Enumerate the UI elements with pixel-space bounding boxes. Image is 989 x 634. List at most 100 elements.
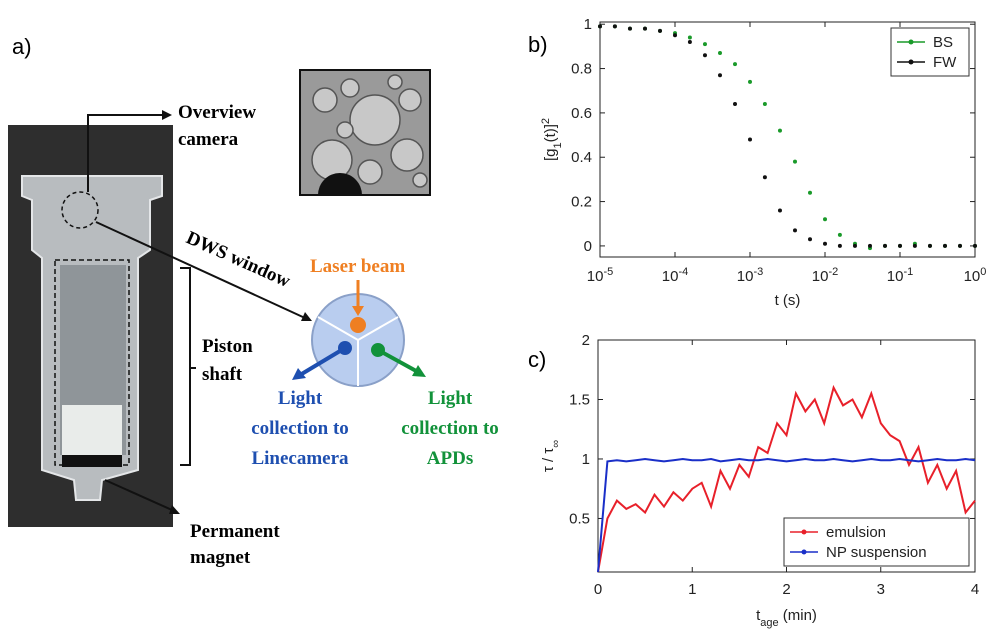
point <box>778 129 782 133</box>
point <box>718 51 722 55</box>
x-tick-label: 10-3 <box>737 266 763 285</box>
magnet <box>62 455 122 467</box>
x-tick-label: 10-1 <box>887 266 913 285</box>
point <box>793 228 797 232</box>
x-tick-label: 100 <box>964 266 987 285</box>
point <box>763 175 767 179</box>
legend-label: emulsion <box>826 524 886 541</box>
point <box>733 62 737 66</box>
x-tick-exponent: -5 <box>603 266 613 278</box>
linecamera-label: collection to <box>251 418 349 439</box>
chart: c) 0 1 2 3 4 0.5 1 1.5 2 tage (min) τ / τ∞ emulsion N… <box>528 332 979 629</box>
magnet-label: Permanent <box>190 521 280 542</box>
y-tick-label: 0.5 <box>569 510 590 527</box>
point <box>838 233 842 237</box>
figure: a) Overview camera DWS window Piston sha… <box>0 0 989 634</box>
legend-label: NP suspension <box>826 544 927 561</box>
x-axis-label: t (s) <box>775 292 801 309</box>
x-tick-label: 3 <box>877 581 885 598</box>
y-tick-label: 0.6 <box>571 105 592 122</box>
y-axis-label-sub: ∞ <box>550 440 562 448</box>
point <box>823 217 827 221</box>
legend <box>891 28 969 76</box>
point <box>943 244 947 248</box>
point <box>973 244 977 248</box>
x-tick-exponent: -1 <box>903 266 913 278</box>
y-tick-label: 1.5 <box>569 391 590 408</box>
y-tick-label: 2 <box>582 332 590 349</box>
linecamera-label: Linecamera <box>251 448 349 469</box>
dws-label: DWS window <box>183 227 294 292</box>
magnet-label: magnet <box>190 547 251 568</box>
point <box>763 102 767 106</box>
apds-label: Light <box>428 388 473 409</box>
x-tick-exponent: -4 <box>678 266 688 278</box>
point <box>598 24 602 28</box>
legend-label: BS <box>933 34 953 51</box>
laser-dot <box>350 317 366 333</box>
panel-a: a) Overview camera DWS window Piston sha… <box>8 34 499 568</box>
x-tick-base: 10 <box>662 268 679 285</box>
overview-label: Overview <box>178 102 256 123</box>
point <box>823 242 827 246</box>
y-tick-label: 0 <box>584 238 592 255</box>
point <box>913 244 917 248</box>
panel-label: c) <box>528 347 546 372</box>
point <box>718 73 722 77</box>
point <box>703 42 707 46</box>
x-tick-base: 10 <box>587 268 604 285</box>
point <box>628 27 632 31</box>
point <box>793 160 797 164</box>
legend-marker <box>909 60 914 65</box>
x-tick-label: 0 <box>594 581 602 598</box>
point <box>883 244 887 248</box>
x-tick-base: 10 <box>964 268 981 285</box>
y-axis-label: τ / τ∞ <box>540 440 562 472</box>
point <box>673 33 677 37</box>
x-tick-label: 2 <box>782 581 790 598</box>
point <box>688 40 692 44</box>
linecamera-label: Light <box>278 388 323 409</box>
point <box>643 27 647 31</box>
point <box>838 244 842 248</box>
x-tick-label: 10-5 <box>587 266 613 285</box>
x-tick-base: 10 <box>887 268 904 285</box>
y-axis-label-sup: 2 <box>540 118 552 124</box>
x-tick-base: 10 <box>737 268 754 285</box>
point <box>808 191 812 195</box>
y-tick-label: 1 <box>582 451 590 468</box>
x-tick-label: 1 <box>688 581 696 598</box>
y-axis-label: [g1(t)]2 <box>540 118 564 161</box>
point <box>898 244 902 248</box>
apds-label: collection to <box>401 418 499 439</box>
x-tick-label: 4 <box>971 581 979 598</box>
x-tick-exponent: -3 <box>753 266 763 278</box>
y-axis-label-text: [g <box>542 149 559 162</box>
piston-label: shaft <box>202 364 243 385</box>
piston-end <box>62 405 122 455</box>
x-tick-label: 10-2 <box>812 266 838 285</box>
laser-label: Laser beam <box>310 256 405 277</box>
point <box>928 244 932 248</box>
y-tick-label: 0.2 <box>571 194 592 211</box>
y-tick-label: 0.4 <box>571 149 592 166</box>
legend-marker <box>802 530 807 535</box>
point <box>613 24 617 28</box>
x-axis-label: tage (min) <box>756 607 817 629</box>
legend-label: FW <box>933 54 957 71</box>
y-tick-label: 1 <box>584 16 592 33</box>
point <box>853 244 857 248</box>
x-tick-exponent: -2 <box>828 266 838 278</box>
point <box>958 244 962 248</box>
x-axis-label-suffix: (min) <box>779 607 817 624</box>
point <box>748 80 752 84</box>
point <box>658 29 662 33</box>
x-tick-exponent: 0 <box>980 266 986 278</box>
panel-label: b) <box>528 32 548 57</box>
point <box>808 237 812 241</box>
point <box>778 208 782 212</box>
point <box>688 36 692 40</box>
point <box>748 138 752 142</box>
y-tick-label: 0.8 <box>571 61 592 78</box>
